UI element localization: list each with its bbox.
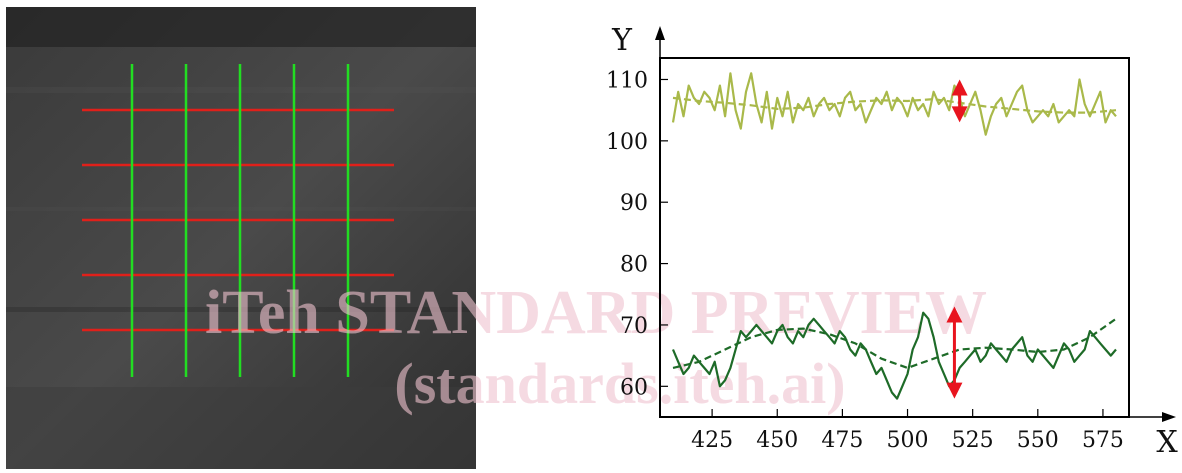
y-tick-label: 60 xyxy=(620,375,648,400)
series-trend-line xyxy=(672,317,1117,369)
y-tick-label: 90 xyxy=(620,191,648,216)
series-line xyxy=(671,72,1117,136)
x-tick-label: 425 xyxy=(691,428,733,453)
y-axis-arrow xyxy=(655,26,665,40)
y-tick-label: 110 xyxy=(606,68,648,93)
series-trend-line xyxy=(672,96,1117,114)
y-axis-label: Y xyxy=(611,23,633,58)
double-arrow-head-up xyxy=(946,306,963,323)
y-tick-label: 80 xyxy=(620,253,648,278)
x-tick-label: 575 xyxy=(1082,428,1124,453)
y-tick-label: 100 xyxy=(606,130,648,155)
x-tick-label: 475 xyxy=(821,428,863,453)
series-line xyxy=(671,311,1117,400)
watermark-line-1: iTeh STANDARD PREVIEW xyxy=(205,279,987,347)
sample-photo xyxy=(6,7,476,469)
x-tick-label: 500 xyxy=(887,428,929,453)
double-arrow-head-up xyxy=(951,79,968,96)
x-axis-label: X xyxy=(1156,425,1178,460)
x-tick-label: 550 xyxy=(1017,428,1059,453)
x-tick-label: 525 xyxy=(952,428,994,453)
x-tick-label: 450 xyxy=(756,428,798,453)
double-arrow-head-down xyxy=(946,382,963,399)
watermark-line-2: (standards.iteh.ai) xyxy=(394,351,845,416)
x-axis-arrow xyxy=(1162,412,1176,422)
double-arrow-head-down xyxy=(951,106,968,123)
y-tick-label: 70 xyxy=(620,314,648,339)
